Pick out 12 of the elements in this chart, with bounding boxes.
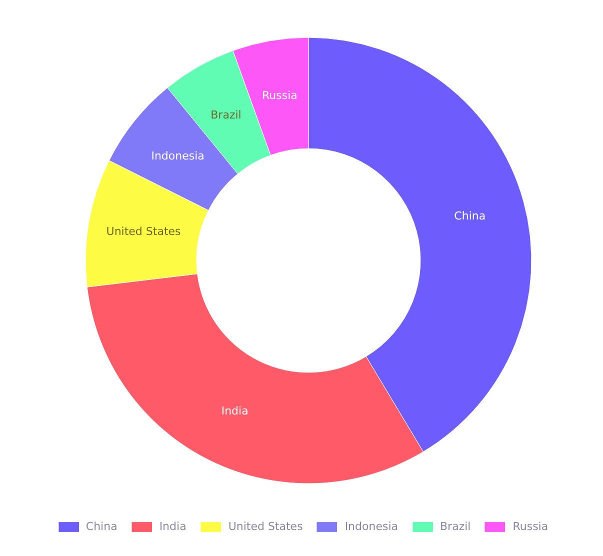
slice-label: Russia bbox=[262, 89, 298, 102]
legend-label: China bbox=[86, 520, 118, 533]
slice-label: Indonesia bbox=[151, 149, 204, 162]
legend-label: Russia bbox=[512, 520, 548, 533]
slice-label: United States bbox=[106, 225, 182, 238]
slice-label: Brazil bbox=[210, 108, 242, 122]
legend-label: Brazil bbox=[440, 520, 471, 533]
legend-label: India bbox=[159, 520, 186, 533]
legend-label: United States bbox=[228, 520, 303, 533]
slice-label: China bbox=[454, 209, 486, 222]
slice-label: India bbox=[221, 404, 248, 418]
legend-label: Indonesia bbox=[344, 520, 398, 533]
